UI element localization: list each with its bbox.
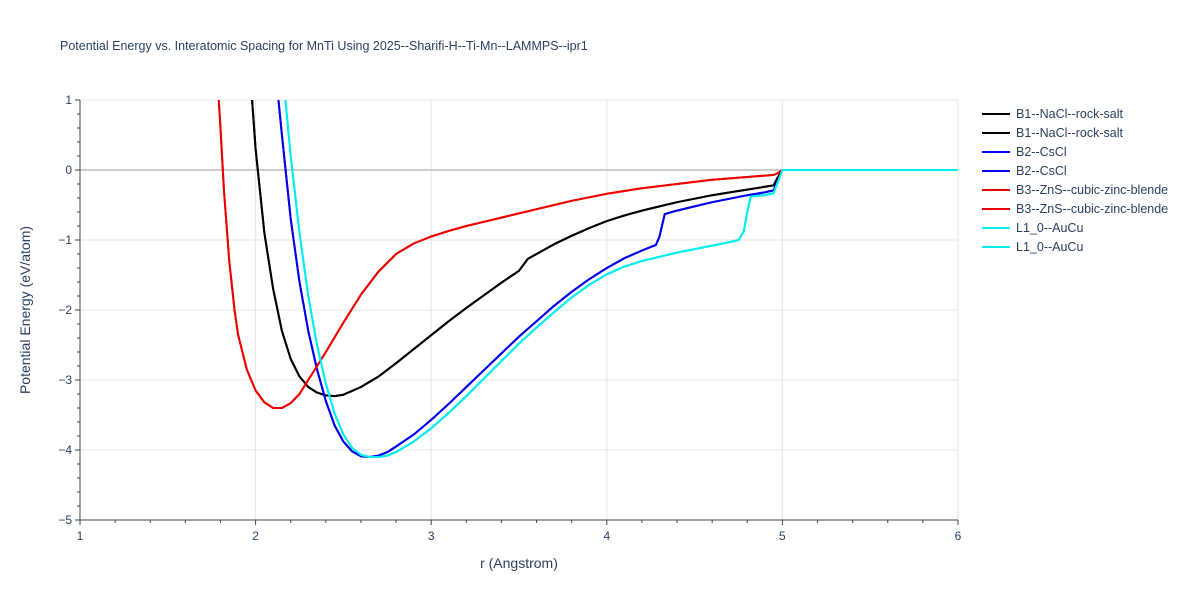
legend-label: B2--CsCl: [1016, 145, 1067, 159]
legend-label: B2--CsCl: [1016, 164, 1067, 178]
x-tick-label: 6: [955, 529, 962, 543]
axes: [75, 99, 959, 525]
x-tick-label: 3: [428, 529, 435, 543]
x-axis-title: r (Angstrom): [480, 555, 558, 571]
legend-item-8[interactable]: L1_0--AuCu: [982, 240, 1083, 254]
x-tick-label: 5: [779, 529, 786, 543]
x-tick-labels: 1 2 3 4 5 6: [77, 529, 962, 543]
series-line-6: [217, 100, 958, 409]
y-tick-label: −4: [58, 443, 72, 457]
series-line-1: [251, 100, 958, 398]
legend-item-3[interactable]: B2--CsCl: [982, 145, 1067, 159]
series-line-8: [284, 100, 958, 458]
legend-item-4[interactable]: B2--CsCl: [982, 164, 1067, 178]
series-line-2: [251, 100, 958, 398]
series-line-7: [284, 100, 958, 458]
y-tick-label: −2: [58, 303, 72, 317]
series-line-3: [277, 100, 958, 458]
grid: [80, 99, 959, 520]
legend-item-1[interactable]: B1--NaCl--rock-salt: [982, 107, 1123, 121]
legend-label: B1--NaCl--rock-salt: [1016, 107, 1123, 121]
y-axis-title: Potential Energy (eV/atom): [17, 226, 33, 394]
x-tick-label: 2: [252, 529, 259, 543]
legend-item-6[interactable]: B3--ZnS--cubic-zinc-blende: [982, 202, 1168, 216]
legend-item-5[interactable]: B3--ZnS--cubic-zinc-blende: [982, 183, 1168, 197]
legend-label: B1--NaCl--rock-salt: [1016, 126, 1123, 140]
legend-label: B3--ZnS--cubic-zinc-blende: [1016, 183, 1168, 197]
y-tick-label: 0: [65, 163, 72, 177]
legend-item-7[interactable]: L1_0--AuCu: [982, 221, 1083, 235]
series-layer: [217, 100, 958, 458]
y-tick-labels: 1 0 −1 −2 −3 −4 −5: [58, 93, 72, 527]
series-line-4: [277, 100, 958, 458]
y-tick-label: 1: [65, 93, 72, 107]
y-tick-label: −1: [58, 233, 72, 247]
chart-title: Potential Energy vs. Interatomic Spacing…: [60, 39, 588, 53]
y-tick-label: −3: [58, 373, 72, 387]
legend-label: B3--ZnS--cubic-zinc-blende: [1016, 202, 1168, 216]
x-tick-label: 1: [77, 529, 84, 543]
legend-item-2[interactable]: B1--NaCl--rock-salt: [982, 126, 1123, 140]
x-tick-label: 4: [603, 529, 610, 543]
legend-label: L1_0--AuCu: [1016, 221, 1083, 235]
series-line-5: [217, 100, 958, 409]
y-tick-label: −5: [58, 513, 72, 527]
legend-label: L1_0--AuCu: [1016, 240, 1083, 254]
legend[interactable]: B1--NaCl--rock-salt B1--NaCl--rock-salt B2…: [982, 107, 1168, 254]
